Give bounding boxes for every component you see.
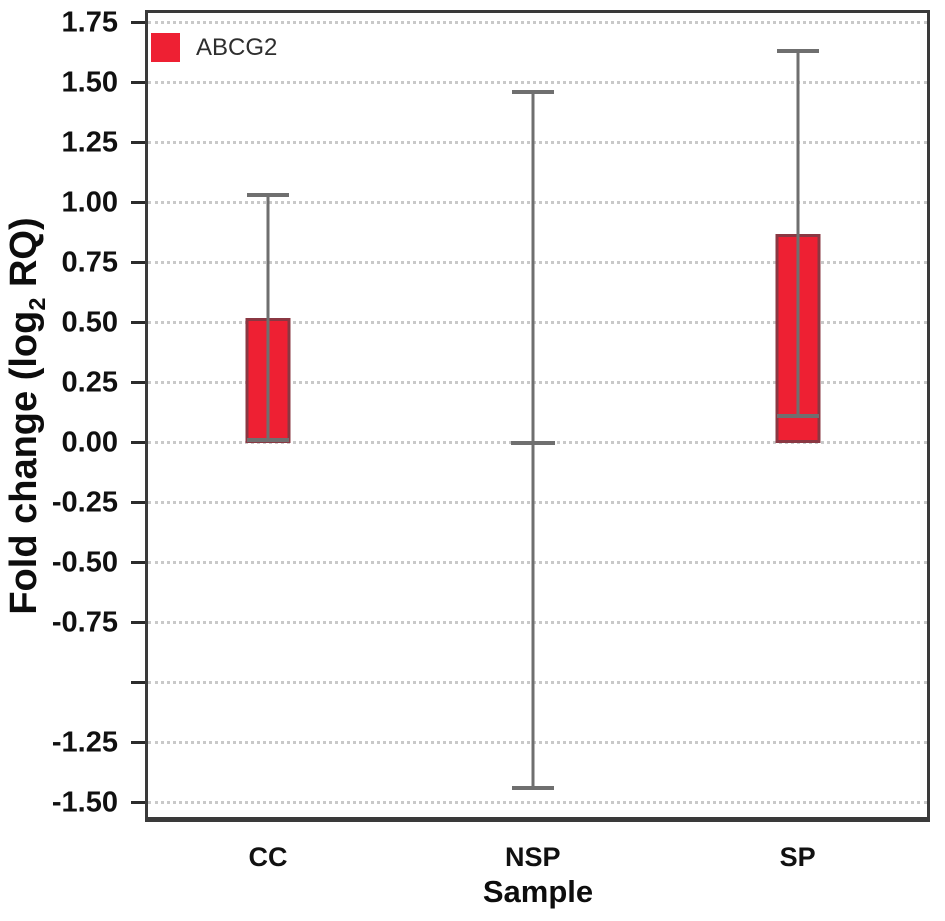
error-cap-low-sp	[776, 414, 819, 419]
legend-label: ABCG2	[196, 33, 278, 61]
legend: ABCG2	[151, 33, 277, 62]
y-axis-tick	[131, 561, 145, 565]
gridline	[148, 681, 927, 685]
gridline	[148, 21, 927, 25]
x-label-cc: CC	[248, 842, 288, 872]
x-label-sp: SP	[779, 842, 816, 872]
error-cap-high-sp	[776, 49, 819, 54]
gridline	[148, 801, 927, 805]
y-tick-label: 0.50	[61, 306, 118, 339]
legend-swatch-abcg2	[151, 33, 180, 62]
y-axis-tick	[131, 441, 145, 445]
y-axis-tick	[131, 501, 145, 505]
gridline	[148, 81, 927, 85]
y-axis-tick	[131, 621, 145, 625]
y-axis-tick	[131, 81, 145, 85]
gridline	[148, 501, 927, 505]
x-label-nsp: NSP	[505, 842, 561, 872]
y-tick-label: -0.50	[51, 546, 118, 579]
y-tick-label: -0.75	[51, 606, 118, 639]
y-axis-tick	[131, 141, 145, 145]
y-axis-tick	[131, 681, 145, 685]
error-cap-high-cc	[246, 193, 289, 198]
gridline	[148, 381, 927, 385]
y-tick-label: 0.25	[61, 366, 118, 399]
y-tick-label: 1.25	[61, 126, 118, 159]
error-bar-nsp	[531, 92, 535, 789]
gridline	[148, 621, 927, 625]
gridline	[148, 561, 927, 565]
x-axis-title: Sample	[482, 874, 594, 909]
y-tick-label: -1.25	[51, 726, 118, 759]
y-tick-label: -1.50	[51, 786, 118, 819]
y-axis-tick	[131, 381, 145, 385]
gridline	[148, 141, 927, 145]
y-axis-tick	[131, 201, 145, 205]
y-tick-label: 1.75	[61, 6, 118, 39]
error-cap-low-cc	[246, 438, 289, 443]
y-tick-label: 0.75	[61, 246, 118, 279]
y-tick-label: -0.25	[51, 486, 118, 519]
y-axis-tick	[131, 801, 145, 805]
gridline	[148, 321, 927, 325]
gridline	[148, 741, 927, 745]
plot-area: ABCG2 1.75 1.50 1.25 1.00 0.75 0.50 0.25 0.00 -0…	[52, 8, 930, 872]
y-axis-tick	[131, 21, 145, 25]
error-bar-cc	[266, 195, 270, 441]
y-tick-label: 1.00	[61, 186, 118, 219]
y-axis-tick	[131, 261, 145, 265]
y-tick-label: 1.50	[61, 66, 118, 99]
error-cap-high-nsp	[511, 90, 554, 95]
error-bar-sp	[796, 51, 800, 417]
y-axis-tick	[131, 321, 145, 325]
gridline	[148, 201, 927, 205]
y-axis-tick	[131, 741, 145, 745]
mean-marker-nsp	[510, 440, 555, 445]
y-tick-label: 0.00	[61, 426, 118, 459]
gridline	[148, 261, 927, 265]
error-cap-low-nsp	[511, 786, 554, 791]
